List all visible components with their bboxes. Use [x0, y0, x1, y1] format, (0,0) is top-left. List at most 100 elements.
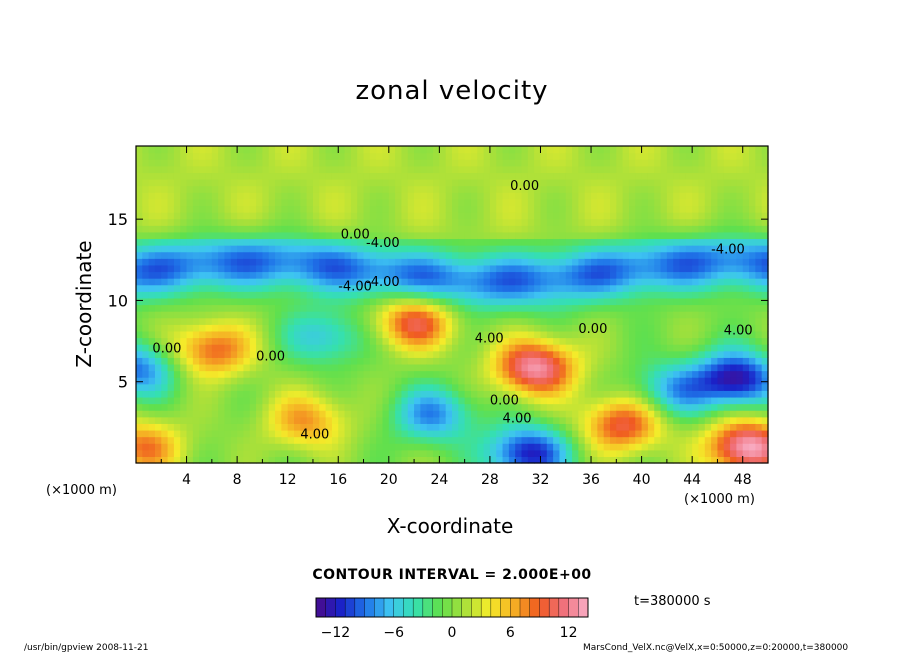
heatmap-cell: [205, 396, 213, 405]
heatmap-cell: [249, 383, 257, 391]
heatmap-cell: [268, 403, 276, 411]
heatmap-cell: [660, 165, 668, 174]
heatmap-cell: [439, 245, 447, 253]
heatmap-cell: [692, 218, 700, 226]
heatmap-cell: [300, 443, 308, 451]
heatmap-cell: [654, 350, 662, 358]
heatmap-cell: [736, 396, 744, 405]
heatmap-cell: [294, 159, 301, 167]
heatmap-cell: [161, 344, 169, 352]
heatmap-cell: [527, 410, 535, 418]
heatmap-cell: [395, 152, 403, 160]
heatmap-cell: [344, 225, 352, 233]
heatmap-cell: [369, 231, 377, 240]
heatmap-cell: [312, 172, 320, 180]
heatmap-cell: [237, 456, 245, 464]
heatmap-cell: [426, 304, 434, 312]
heatmap-cell: [262, 291, 270, 299]
heatmap-cell: [426, 165, 434, 174]
heatmap-cell: [148, 410, 156, 418]
heatmap-cell: [199, 231, 207, 240]
heatmap-cell: [464, 311, 472, 319]
heatmap-cell: [407, 212, 415, 220]
heatmap-cell: [395, 350, 403, 358]
heatmap-cell: [692, 198, 700, 207]
heatmap-cell: [660, 390, 668, 398]
heatmap-cell: [546, 377, 554, 385]
heatmap-cell: [477, 185, 485, 193]
heatmap-cell: [224, 429, 232, 438]
heatmap-cell: [452, 238, 459, 246]
heatmap-cell: [521, 159, 529, 167]
heatmap-cell: [673, 192, 681, 200]
heatmap-cell: [502, 436, 510, 444]
heatmap-cell: [281, 390, 289, 398]
heatmap-cell: [458, 218, 466, 226]
heatmap-cell: [534, 350, 542, 358]
heatmap-cell: [256, 330, 263, 339]
heatmap-cell: [382, 357, 390, 365]
heatmap-cell: [401, 304, 409, 312]
heatmap-cell: [338, 456, 346, 464]
heatmap-cell: [597, 377, 605, 385]
heatmap-cell: [224, 172, 232, 180]
heatmap-cell: [205, 231, 213, 240]
heatmap-cell: [224, 284, 232, 292]
heatmap-cell: [300, 251, 308, 259]
heatmap-cell: [717, 218, 725, 226]
heatmap-cell: [338, 205, 346, 213]
heatmap-cell: [534, 416, 542, 424]
heatmap-cell: [136, 172, 143, 180]
heatmap-cell: [338, 330, 346, 339]
heatmap-cell: [755, 205, 763, 213]
heatmap-cell: [742, 396, 750, 405]
heatmap-cell: [603, 337, 611, 345]
heatmap-cell: [565, 337, 573, 345]
heatmap-cell: [319, 350, 327, 358]
heatmap-cell: [553, 390, 561, 398]
heatmap-cell: [679, 218, 687, 226]
heatmap-cell: [154, 423, 162, 431]
heatmap-cell: [610, 357, 617, 365]
heatmap-cell: [426, 185, 434, 193]
heatmap-cell: [717, 231, 725, 240]
heatmap-cell: [603, 344, 611, 352]
heatmap-cell: [610, 251, 617, 259]
heatmap-cell: [610, 264, 617, 273]
heatmap-cell: [395, 231, 403, 240]
heatmap-cell: [369, 330, 377, 339]
heatmap-cell: [426, 218, 434, 226]
heatmap-cell: [591, 165, 598, 174]
heatmap-cell: [262, 337, 270, 345]
heatmap-cell: [325, 317, 333, 325]
heatmap-cell: [578, 231, 586, 240]
heatmap-cell: [407, 172, 415, 180]
heatmap-cell: [338, 212, 346, 220]
heatmap-cell: [679, 172, 687, 180]
heatmap-cell: [388, 245, 396, 253]
heatmap-cell: [281, 377, 289, 385]
heatmap-cell: [565, 416, 573, 424]
heatmap-cell: [275, 390, 282, 398]
heatmap-cell: [388, 330, 396, 339]
heatmap-cell: [136, 317, 143, 325]
heatmap-cell: [628, 146, 636, 154]
heatmap-cell: [382, 383, 390, 391]
heatmap-cell: [628, 185, 636, 193]
heatmap-cell: [363, 443, 371, 451]
heatmap-cell: [256, 225, 263, 233]
heatmap-cell: [527, 205, 535, 213]
heatmap-cell: [395, 324, 403, 332]
heatmap-cell: [192, 185, 200, 193]
heatmap-cell: [262, 383, 270, 391]
heatmap-cell: [388, 238, 396, 246]
heatmap-cell: [749, 297, 756, 306]
heatmap-cell: [262, 159, 270, 167]
heatmap-cell: [641, 258, 649, 266]
heatmap-cell: [401, 179, 409, 187]
heatmap-cell: [230, 337, 238, 345]
heatmap-cell: [338, 291, 346, 299]
heatmap-cell: [268, 231, 276, 240]
heatmap-cell: [294, 172, 301, 180]
heatmap-cell: [401, 245, 409, 253]
